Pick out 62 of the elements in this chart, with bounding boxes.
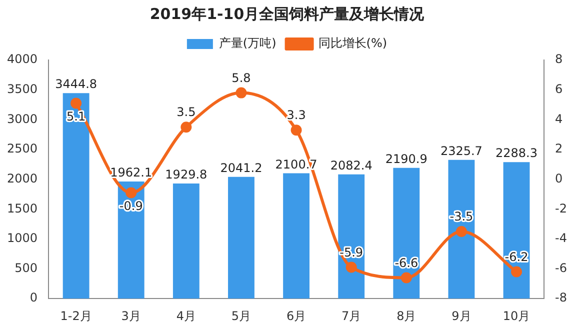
y2-tick-label: -4 <box>555 231 568 246</box>
bar <box>62 93 90 299</box>
bar <box>228 176 254 299</box>
data-label: 3.5 <box>176 105 196 120</box>
x-tick-label: 8月 <box>396 308 416 323</box>
bar <box>503 162 530 299</box>
y-tick-label: 3000 <box>6 112 38 126</box>
point <box>456 226 467 237</box>
data-label: 5.8 <box>232 70 251 85</box>
point <box>511 266 522 278</box>
bar <box>338 174 365 299</box>
data-label: 2288.3 <box>496 146 538 160</box>
point <box>70 98 82 109</box>
data-label: -3.5 <box>450 210 474 224</box>
data-label: 2082.4 <box>330 158 372 173</box>
point <box>400 272 412 284</box>
y2-tick-label: -2 <box>555 201 568 216</box>
legend-label: 同比增长(%) <box>318 36 388 50</box>
y2-tick-label: 6 <box>555 82 563 96</box>
y2-tick-label: 0 <box>555 171 563 186</box>
y-tick-label: 500 <box>14 260 38 275</box>
data-label: 3.3 <box>286 108 306 122</box>
data-label: 2041.2 <box>220 160 262 175</box>
data-label: 1929.8 <box>165 168 208 182</box>
point <box>290 124 302 136</box>
data-label: -6.2 <box>504 250 528 264</box>
y-tick-label: 1000 <box>6 231 38 246</box>
x-tick-label: 6月 <box>286 308 306 323</box>
point <box>346 262 357 273</box>
y2-tick-label: 4 <box>555 112 563 126</box>
x-tick-label: 5月 <box>231 308 252 323</box>
x-tick-label: 1-2月 <box>60 308 92 323</box>
point <box>236 87 247 98</box>
x-tick-label: 10月 <box>502 308 530 323</box>
y-tick-label: 0 <box>30 290 38 305</box>
point <box>180 122 192 133</box>
y2-tick-label: 2 <box>555 142 563 156</box>
data-label: 3444.8 <box>55 77 98 92</box>
bar <box>283 173 310 299</box>
x-tick-label: 9月 <box>452 308 472 323</box>
data-label: -0.9 <box>119 198 143 213</box>
data-label: -6.6 <box>394 256 418 270</box>
bar <box>448 160 475 299</box>
y2-tick-label: 8 <box>555 52 563 66</box>
y2-tick-label: -6 <box>555 260 568 275</box>
bar <box>393 168 420 299</box>
y-tick-label: 3500 <box>6 82 38 96</box>
y-tick-label: 1500 <box>6 201 38 216</box>
x-tick-label: 3月 <box>121 308 141 323</box>
point <box>126 187 137 198</box>
x-tick-label: 4月 <box>176 308 196 323</box>
data-label: 2190.9 <box>385 152 428 166</box>
y-tick-label: 4000 <box>6 52 38 66</box>
y-tick-label: 2000 <box>6 171 38 186</box>
y-tick-label: 2500 <box>6 142 38 156</box>
bar <box>172 183 200 299</box>
data-label: 2325.7 <box>440 144 482 158</box>
x-tick-label: 7月 <box>342 308 362 323</box>
chart-title: 2019年1-10月全国饲料产量及增长情况 <box>150 4 426 23</box>
y2-tick-label: -8 <box>555 290 568 305</box>
legend-label: 产量(万吨) <box>218 36 276 50</box>
bar <box>118 182 144 299</box>
